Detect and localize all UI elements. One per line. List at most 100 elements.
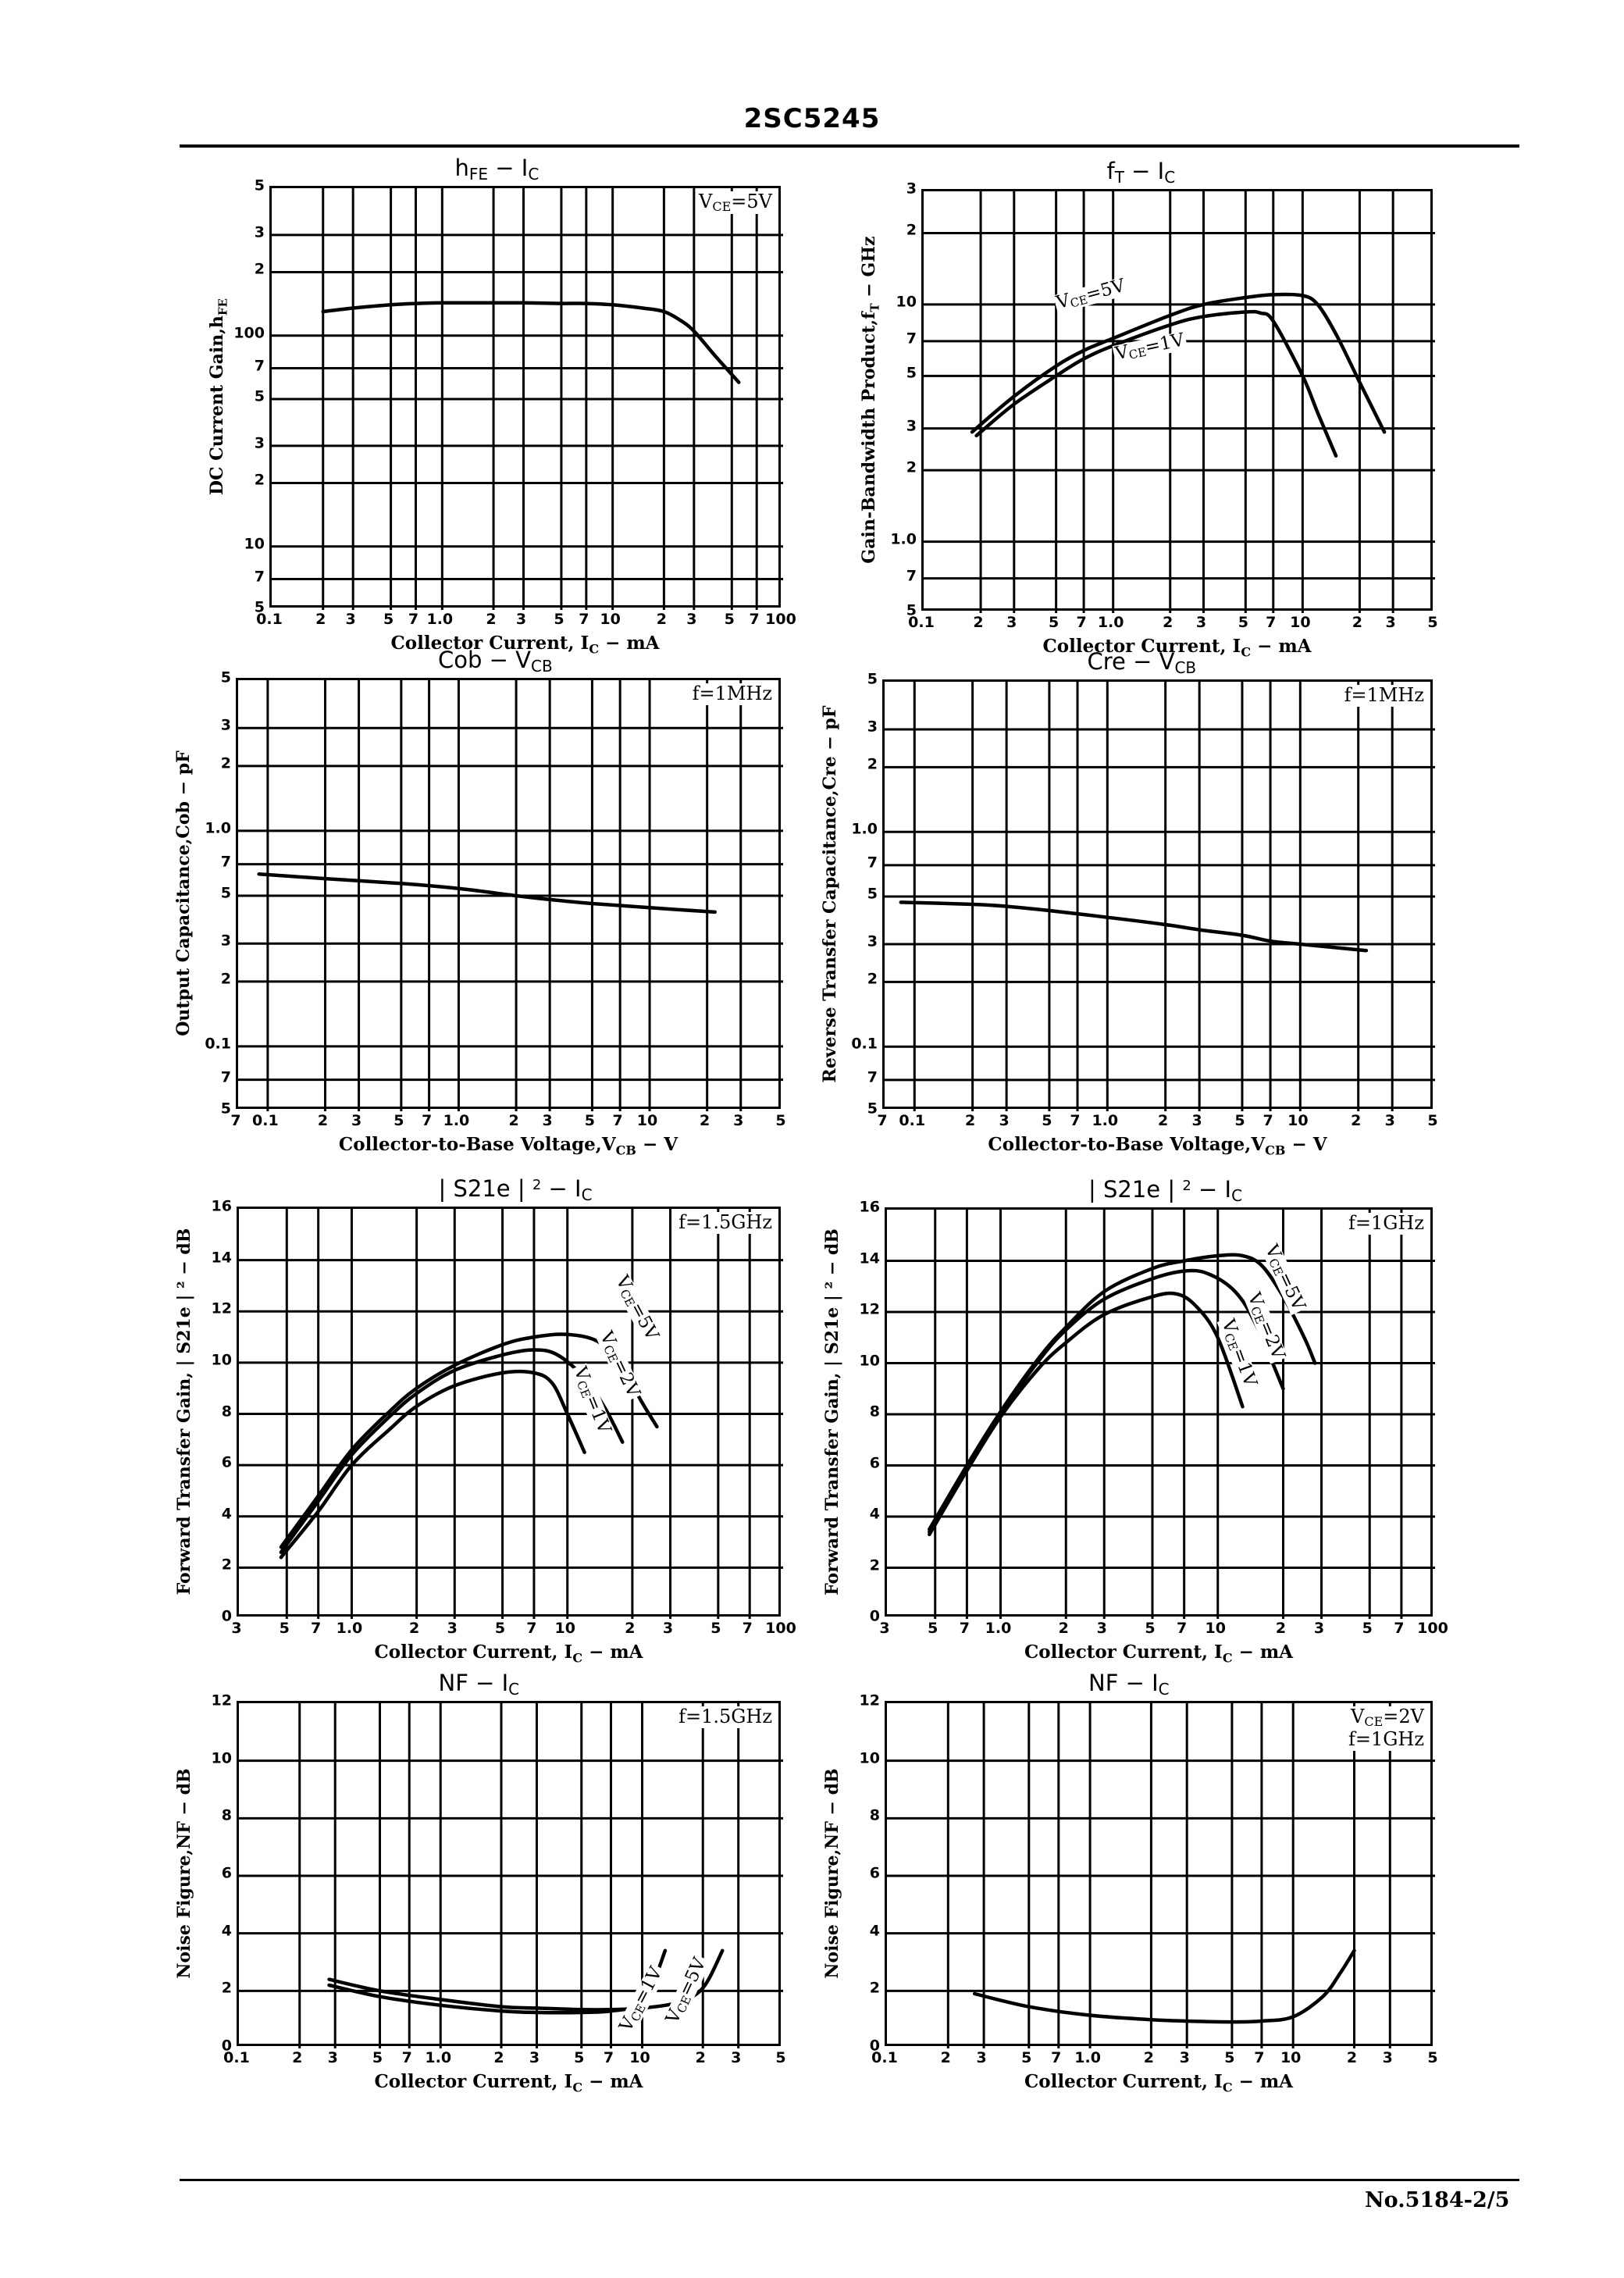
x-tick-label: 2: [973, 614, 984, 631]
y-tick-label: 2: [254, 471, 265, 489]
x-tick-label: 1.0: [1097, 614, 1124, 631]
x-tick-label: 7: [1266, 614, 1277, 631]
y-axis-label: Noise Figure,NF − dB: [174, 1768, 194, 1979]
x-tick-label: 100: [765, 1620, 796, 1637]
x-tick-label: 5: [1427, 2049, 1438, 2066]
plot-svg: [238, 680, 783, 1111]
header-rule: [180, 144, 1519, 148]
condition-annotation: VCE=5V: [696, 191, 775, 215]
chart-title: | S21e | 2 − IC: [1088, 1176, 1243, 1205]
x-tick-label: 2: [486, 611, 497, 628]
x-tick-label: 2: [408, 1620, 420, 1637]
x-tick-label: 7: [311, 1620, 322, 1637]
y-axis-label: DC Current Gain,hFE: [207, 298, 230, 495]
y-tick-label: 1.0: [205, 819, 231, 837]
plot-area: VCE=2V f=1GHz: [885, 1701, 1435, 2048]
chart-title: NF − IC: [1088, 1670, 1170, 1699]
y-tick-label: 12: [211, 1299, 232, 1317]
x-tick-label: 7: [1076, 614, 1087, 631]
x-tick-label: 3: [515, 611, 527, 628]
x-tick-label: 7: [1177, 1620, 1188, 1637]
x-tick-label: 2: [292, 2049, 303, 2066]
plot-svg: [924, 191, 1435, 613]
x-tick-label: 1.0: [985, 1620, 1012, 1637]
x-tick-label: 100: [765, 611, 796, 628]
grid-lines: [924, 191, 1435, 613]
y-tick-label: 4: [221, 1922, 232, 1940]
y-tick-label: 5: [867, 885, 878, 903]
x-tick-label: 7: [401, 2049, 412, 2066]
y-tick-label: 5: [220, 668, 231, 686]
y-tick-label: 12: [859, 1692, 880, 1709]
x-tick-label: 1.0: [1092, 1112, 1119, 1129]
curve-f-1mhz: [899, 900, 1369, 953]
y-tick-label: 3: [867, 718, 878, 736]
x-tick-label: 3: [733, 1112, 744, 1129]
y-tick-label: 2: [220, 970, 231, 988]
chart-title: Cre − VCB: [1087, 648, 1197, 677]
x-tick-label: 7: [877, 1112, 888, 1129]
x-tick-label: 0.1: [908, 614, 935, 631]
x-tick-label: 2: [965, 1112, 976, 1129]
y-tick-label: 5: [254, 598, 265, 616]
x-tick-label: 2: [1351, 1112, 1362, 1129]
grid-lines: [238, 680, 783, 1111]
y-tick-label: 10: [211, 1749, 232, 1767]
y-axis-label: Output Capacitance,Cob − pF: [173, 750, 194, 1036]
x-tick-label: 10: [629, 2049, 650, 2066]
x-tick-label: 3: [529, 2049, 540, 2066]
y-tick-label: 2: [869, 1556, 880, 1574]
x-tick-label: 5: [1427, 614, 1438, 631]
y-tick-label: 0: [869, 2037, 880, 2055]
y-tick-label: 0: [869, 1607, 880, 1625]
x-tick-label: 3: [1179, 2049, 1190, 2066]
x-tick-label: 3: [345, 611, 356, 628]
grid-lines: [887, 1703, 1435, 2048]
y-tick-label: 7: [906, 567, 917, 585]
x-axis-label: Collector Current, IC − mA: [390, 633, 660, 657]
curve-vce-2v: [928, 1268, 1285, 1534]
x-tick-label: 5: [1021, 2049, 1032, 2066]
chart-title: | S21e | 2 − IC: [438, 1175, 593, 1204]
x-tick-label: 5: [1362, 1620, 1373, 1637]
x-tick-label: 2: [700, 1112, 710, 1129]
y-tick-label: 8: [221, 1806, 232, 1824]
y-tick-label: 5: [220, 884, 231, 902]
x-tick-label: 5: [724, 611, 735, 628]
x-tick-label: 2: [1058, 1620, 1069, 1637]
x-tick-label: 5: [383, 611, 394, 628]
x-tick-label: 10: [636, 1112, 658, 1129]
chart-title: fT − IC: [1106, 158, 1176, 187]
x-tick-label: 2: [1158, 1112, 1169, 1129]
y-tick-label: 7: [220, 853, 231, 871]
x-tick-label: 2: [1275, 1620, 1287, 1637]
y-tick-label: 5: [254, 176, 265, 194]
x-axis-label: Collector Current, IC − mA: [374, 1642, 643, 1666]
x-tick-label: 3: [1191, 1112, 1202, 1129]
x-tick-label: 3: [231, 1620, 242, 1637]
y-tick-label: 8: [869, 1806, 880, 1824]
x-tick-label: 2: [315, 611, 326, 628]
grid-lines: [239, 1703, 783, 2048]
x-tick-label: 0.1: [252, 1112, 279, 1129]
y-tick-label: 7: [220, 1068, 231, 1086]
plot-svg: [887, 1210, 1435, 1619]
x-tick-label: 7: [526, 1620, 537, 1637]
y-tick-label: 7: [867, 854, 878, 872]
plot-area: [921, 189, 1435, 613]
y-tick-label: 5: [254, 387, 265, 405]
x-tick-label: 3: [447, 1620, 458, 1637]
x-tick-label: 10: [1280, 2049, 1302, 2066]
y-tick-label: 14: [859, 1250, 880, 1267]
x-tick-label: 7: [408, 611, 419, 628]
curve-vce-5v: [321, 301, 741, 384]
condition-line: f=1MHz: [692, 683, 772, 704]
plot-area: f=1.5GHz: [237, 1207, 783, 1619]
y-tick-label: 5: [906, 364, 917, 382]
y-tick-label: 10: [859, 1352, 880, 1369]
x-tick-label: 7: [1254, 2049, 1265, 2066]
x-axis-label: Collector-to-Base Voltage,VCB − V: [338, 1134, 678, 1158]
x-tick-label: 0.1: [871, 2049, 898, 2066]
y-tick-label: 4: [221, 1505, 232, 1523]
plot-area: f=1MHz: [882, 679, 1435, 1111]
